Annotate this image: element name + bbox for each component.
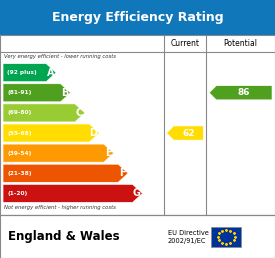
Polygon shape	[209, 86, 272, 100]
Text: EU Directive
2002/91/EC: EU Directive 2002/91/EC	[168, 230, 208, 244]
Bar	[0, 0, 275, 35]
Text: (92 plus): (92 plus)	[7, 70, 37, 75]
Polygon shape	[3, 124, 99, 142]
Text: G: G	[133, 188, 141, 198]
Text: B: B	[61, 88, 68, 98]
Polygon shape	[3, 104, 85, 122]
Polygon shape	[3, 164, 128, 182]
Text: (21-38): (21-38)	[7, 171, 32, 176]
Polygon shape	[3, 84, 71, 102]
Text: C: C	[76, 108, 83, 118]
Text: 86: 86	[238, 88, 251, 97]
Text: Current: Current	[170, 39, 199, 48]
Text: 62: 62	[182, 128, 195, 138]
Text: E: E	[105, 148, 112, 158]
Text: A: A	[47, 68, 54, 78]
Text: Potential: Potential	[224, 39, 258, 48]
Text: Energy Efficiency Rating: Energy Efficiency Rating	[52, 11, 223, 24]
Polygon shape	[3, 144, 114, 162]
Text: D: D	[89, 128, 97, 138]
Polygon shape	[3, 184, 142, 203]
Bar	[0, 35, 275, 215]
Bar	[211, 227, 241, 247]
Bar	[0, 215, 275, 258]
Text: (1-20): (1-20)	[7, 191, 27, 196]
Text: England & Wales: England & Wales	[8, 230, 120, 243]
Text: F: F	[120, 168, 126, 178]
Polygon shape	[167, 126, 203, 140]
Text: Very energy efficient - lower running costs: Very energy efficient - lower running co…	[4, 54, 116, 59]
Text: (39-54): (39-54)	[7, 151, 31, 156]
Text: (81-91): (81-91)	[7, 90, 31, 95]
Polygon shape	[3, 64, 56, 82]
Text: (55-68): (55-68)	[7, 131, 32, 135]
Text: (69-80): (69-80)	[7, 110, 31, 115]
Text: Not energy efficient - higher running costs: Not energy efficient - higher running co…	[4, 205, 116, 211]
